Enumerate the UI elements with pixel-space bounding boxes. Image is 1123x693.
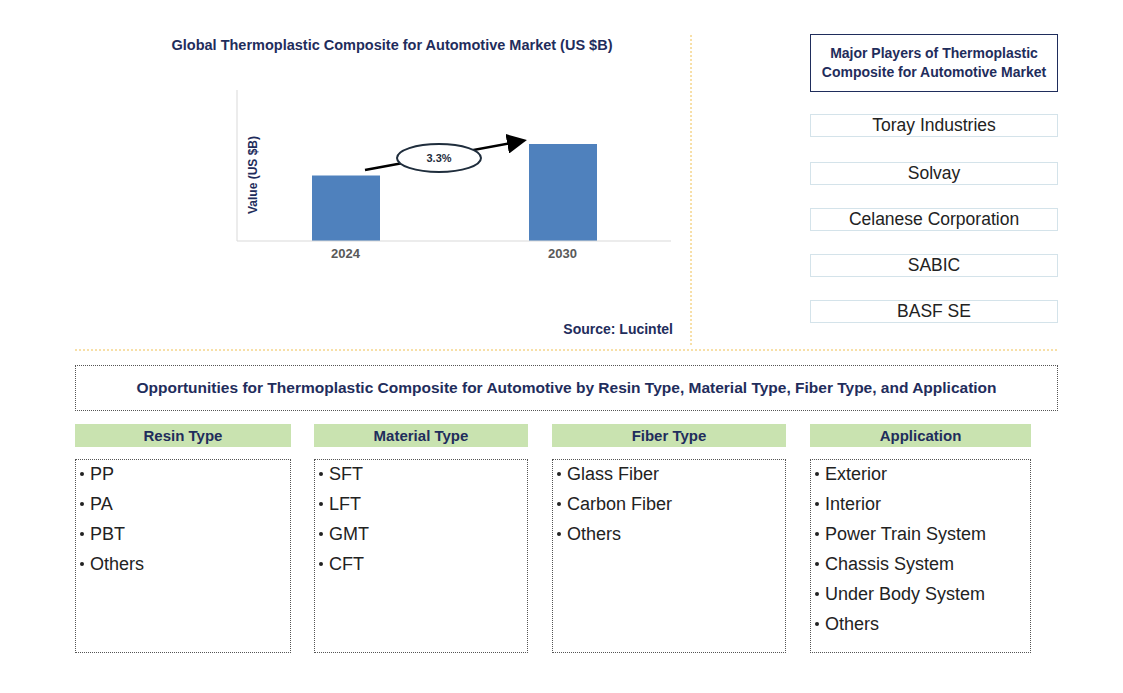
html-text:Under Body System: Under Body System bbox=[825, 584, 986, 604]
html-text:SABIC: SABIC bbox=[907, 255, 961, 275]
svg-text:2024: 2024 bbox=[331, 246, 361, 261]
html-text:LFT: LFT bbox=[329, 494, 361, 514]
html-text:Glass Fiber: Glass Fiber bbox=[567, 464, 659, 484]
html-text:Source: Lucintel: Source: Lucintel bbox=[563, 321, 673, 337]
html-text:Celanese Corporation: Celanese Corporation bbox=[848, 209, 1020, 229]
svg-text:3.3%: 3.3% bbox=[426, 152, 451, 164]
html-text:Carbon Fiber: Carbon Fiber bbox=[567, 494, 672, 514]
html-text:PBT: PBT bbox=[90, 524, 125, 544]
html-text:Material Type: Material Type bbox=[373, 427, 469, 444]
html-text:Opportunities for Thermoplasti: Opportunities for Thermoplastic Composit… bbox=[136, 379, 997, 396]
html-text:BASF SE: BASF SE bbox=[897, 301, 971, 321]
html-text:PP: PP bbox=[90, 464, 114, 484]
html-text:Value (US $B): Value (US $B) bbox=[246, 136, 260, 214]
html-text:Resin Type: Resin Type bbox=[143, 427, 223, 444]
html-text:SFT: SFT bbox=[329, 464, 363, 484]
html-text:PA: PA bbox=[90, 494, 113, 514]
html-text:Chassis System: Chassis System bbox=[825, 554, 954, 574]
html-text:Others: Others bbox=[567, 524, 621, 544]
html-text:Toray Industries: Toray Industries bbox=[872, 115, 996, 135]
html-text:CFT: CFT bbox=[329, 554, 364, 574]
html-text:Global Thermoplastic Composite: Global Thermoplastic Composite for Autom… bbox=[171, 37, 613, 53]
html-text:Application: Application bbox=[879, 427, 962, 444]
html-text:Interior: Interior bbox=[825, 494, 881, 514]
html-text:Fiber Type: Fiber Type bbox=[631, 427, 707, 444]
html-text:GMT: GMT bbox=[329, 524, 369, 544]
html-text:Major Players of Thermoplastic: Major Players of Thermoplastic Composite… bbox=[821, 45, 1047, 80]
html-text:Others: Others bbox=[90, 554, 144, 574]
html-text:Exterior: Exterior bbox=[825, 464, 887, 484]
html-text:Others: Others bbox=[825, 614, 879, 634]
svg-text:2030: 2030 bbox=[548, 246, 577, 261]
html-text:Power Train System: Power Train System bbox=[825, 524, 987, 544]
html-text:Solvay: Solvay bbox=[907, 163, 961, 183]
